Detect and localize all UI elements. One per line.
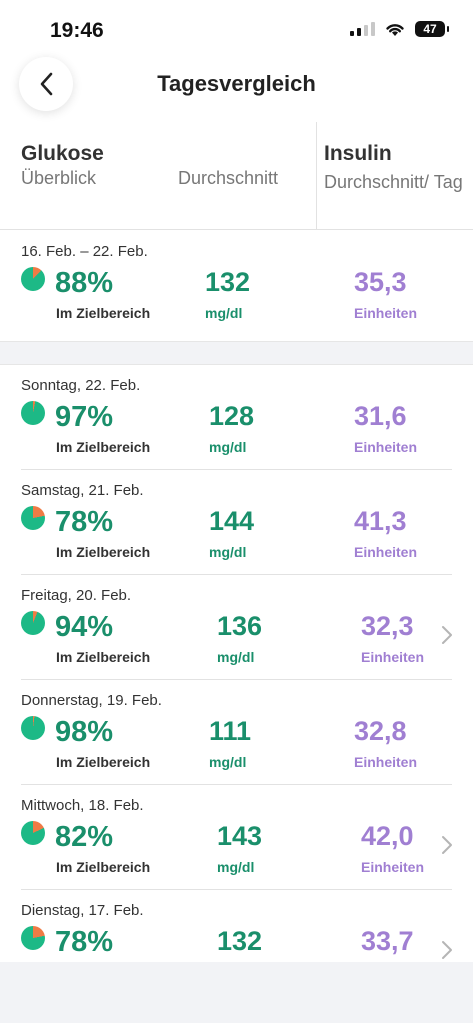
week-date: 16. Feb. – 22. Feb. [21,243,148,260]
battery-icon: 47 [415,21,449,37]
day-date: Sonntag, 22. Feb. [21,377,141,394]
range-percent: 97% [55,401,114,433]
glucose-unit: mg/dl [205,305,243,321]
range-pie-icon [21,506,45,530]
insulin-subheading: Durchschnitt/ Tag [324,172,463,192]
range-percent: 82% [55,821,114,853]
day-row-wednesday[interactable]: Mittwoch, 18. Feb. 82% Im Zielbereich 14… [0,785,473,890]
day-row-tuesday[interactable]: Dienstag, 17. Feb. 78% Im Zielbereich 13… [0,890,473,962]
insulin-average: 32,8 [354,716,407,746]
range-pie-icon [21,821,45,845]
insulin-average: 32,3 [361,611,414,641]
range-label: Im Zielbereich [56,544,151,560]
glukose-heading: Glukose [21,142,104,165]
column-header: Glukose Überblick Durchschnitt Insulin D… [0,122,473,230]
glucose-unit: mg/dl [217,649,255,665]
day-row-thursday[interactable]: Donnerstag, 19. Feb. 98% Im Zielbereich … [0,680,473,785]
bottom-background [0,962,473,1023]
range-label: Im Zielbereich [56,649,151,665]
row-divider [21,679,452,680]
durchschnitt-heading: Durchschnitt [178,168,279,188]
day-date: Samstag, 21. Feb. [21,482,144,499]
day-list: Sonntag, 22. Feb. 97% Im Zielbereich 128… [0,365,473,962]
range-pie-icon [21,611,45,635]
insulin-unit: Einheiten [354,544,418,560]
day-date: Dienstag, 17. Feb. [21,902,144,919]
range-pie-icon [21,267,45,291]
week-summary: 16. Feb. – 22. Feb. 88% Im Zielbereich 1… [0,231,473,341]
insulin-average: 35,3 [354,267,407,297]
row-divider [21,784,452,785]
range-pie-icon [21,716,45,740]
back-button[interactable] [19,57,73,111]
chevron-right-icon[interactable] [441,625,453,645]
glucose-unit: mg/dl [209,754,247,770]
glucose-average: 144 [209,506,255,536]
column-divider [316,122,317,230]
day-date: Donnerstag, 19. Feb. [21,692,162,709]
day-row-saturday[interactable]: Samstag, 21. Feb. 78% Im Zielbereich 144… [0,470,473,575]
glucose-average: 128 [209,401,255,431]
range-percent: 78% [55,926,114,958]
ueberblick-subheading: Überblick [21,168,97,188]
section-spacer [0,341,473,365]
row-divider [21,889,452,890]
range-percent: 94% [55,611,114,643]
insulin-average: 31,6 [354,401,407,431]
day-row-sunday[interactable]: Sonntag, 22. Feb. 97% Im Zielbereich 128… [0,365,473,470]
range-percent: 98% [55,716,114,748]
week-row: 16. Feb. – 22. Feb. 88% Im Zielbereich 1… [0,231,473,336]
row-divider [21,469,452,470]
insulin-unit: Einheiten [354,754,418,770]
chevron-left-icon [40,72,53,96]
signal-icon [350,22,375,36]
chevron-right-icon[interactable] [441,940,453,960]
insulin-heading: Insulin [324,142,392,165]
insulin-unit: Einheiten [361,859,425,875]
glucose-unit: mg/dl [209,439,247,455]
range-label: Im Zielbereich [56,305,151,321]
status-bar: 19:46 47 [0,0,473,60]
day-date: Freitag, 20. Feb. [21,587,132,604]
insulin-average: 33,7 [361,926,414,956]
day-row-friday[interactable]: Freitag, 20. Feb. 94% Im Zielbereich 136… [0,575,473,680]
nav-bar: Tagesvergleich [0,55,473,115]
status-icons: 47 [350,21,449,37]
range-label: Im Zielbereich [56,439,151,455]
insulin-unit: Einheiten [361,649,425,665]
range-percent: 78% [55,506,114,538]
page-title: Tagesvergleich [157,71,316,96]
insulin-unit: Einheiten [354,305,418,321]
glucose-average: 136 [217,611,263,641]
glucose-unit: mg/dl [209,544,247,560]
insulin-average: 41,3 [354,506,407,536]
range-label: Im Zielbereich [56,754,151,770]
range-percent: 88% [55,267,114,299]
glucose-unit: mg/dl [217,859,255,875]
row-divider [21,574,452,575]
glucose-average: 111 [209,716,252,746]
glucose-average: 132 [205,267,251,297]
insulin-unit: Einheiten [354,439,418,455]
range-pie-icon [21,926,45,950]
day-date: Mittwoch, 18. Feb. [21,797,144,814]
range-label: Im Zielbereich [56,859,151,875]
glucose-average: 132 [217,926,263,956]
insulin-average: 42,0 [361,821,414,851]
status-time: 19:46 [50,19,104,42]
glucose-average: 143 [217,821,263,851]
range-pie-icon [21,401,45,425]
chevron-right-icon[interactable] [441,835,453,855]
wifi-icon [386,23,404,36]
